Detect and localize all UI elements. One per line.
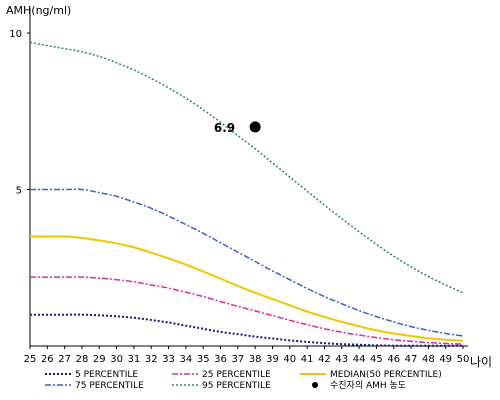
series-lines (29, 41, 464, 347)
x-tick-label: 27 (58, 354, 71, 365)
x-tick-label: 28 (76, 354, 89, 365)
x-tick-label: 48 (422, 354, 435, 365)
series-line-p50 (30, 235, 464, 342)
x-tick-label: 33 (162, 354, 175, 365)
x-tick-label: 37 (231, 354, 244, 365)
x-tick-label: 49 (439, 354, 452, 365)
x-tick-label: 39 (266, 354, 279, 365)
x-tick-label: 46 (387, 354, 400, 365)
y-tick-label: 10 (9, 29, 22, 40)
patient-amh-marker (249, 121, 261, 133)
x-tick-label: 34 (180, 354, 193, 365)
legend-label-p50: MEDIAN(50 PERCENTILE) (330, 370, 442, 380)
x-tick-label: 25 (24, 354, 37, 365)
x-tick-label: 32 (145, 354, 158, 365)
x-tick-label: 31 (128, 354, 141, 365)
x-tick-label: 40 (283, 354, 296, 365)
series-line-p25 (30, 276, 464, 345)
x-tick-label: 47 (405, 354, 418, 365)
legend-label-p75: 75 PERCENTILE (75, 381, 144, 391)
patient-amh-value-label: 6.9 (214, 121, 235, 135)
legend-label-p5: 5 PERCENTILE (75, 370, 138, 380)
x-tick-label: 50 (457, 354, 470, 365)
x-tick-label: 41 (301, 354, 314, 365)
x-tick-label: 42 (318, 354, 331, 365)
ticks: 25 26 27 28 29 30 31 32 33 34 35 36 37 38 39 40 41 42 43 44… (9, 29, 469, 365)
legend-label-p25: 25 PERCENTILE (202, 370, 271, 380)
x-tick-label: 45 (370, 354, 383, 365)
y-tick-label: 5 (16, 186, 22, 197)
x-tick-label: 38 (249, 354, 262, 365)
patient-marker-group: 6.9 (214, 121, 261, 135)
legend: 5 PERCENTILE 25 PERCENTILE MEDIAN(50 PERCE… (45, 370, 442, 391)
series-line-p95 (29, 41, 464, 294)
legend-label-p95: 95 PERCENTILE (202, 381, 271, 391)
x-tick-label: 26 (41, 354, 54, 365)
x-tick-label: 43 (335, 354, 348, 365)
axes: AMH(ng/ml) 나이 (6, 4, 492, 369)
x-tick-label: 29 (93, 354, 106, 365)
x-tick-label: 44 (353, 354, 366, 365)
x-tick-label: 36 (214, 354, 227, 365)
legend-swatch-marker (312, 382, 318, 388)
x-tick-label: 35 (197, 354, 210, 365)
series-line-p75 (29, 188, 464, 337)
y-axis-label: AMH(ng/ml) (6, 4, 71, 17)
x-axis-label: 나이 (470, 355, 492, 369)
series-line-p5 (30, 313, 463, 347)
legend-label-marker: 수진자의 AMH 농도 (330, 380, 406, 391)
x-tick-label: 30 (110, 354, 123, 365)
